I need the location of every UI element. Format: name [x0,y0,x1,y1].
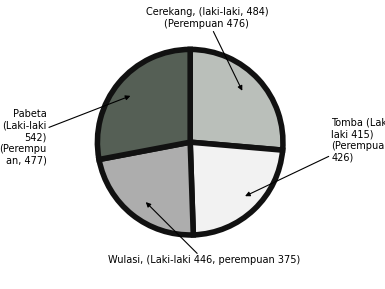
Text: Wulasi, (Laki-laki 446, perempuan 375): Wulasi, (Laki-laki 446, perempuan 375) [108,203,300,265]
Text: Pabeta
(Laki-laki
542)
(Perempu
an, 477): Pabeta (Laki-laki 542) (Perempu an, 477) [0,96,129,166]
Text: Cerekang, (laki-laki, 484)
(Perempuan 476): Cerekang, (laki-laki, 484) (Perempuan 47… [146,8,268,90]
Wedge shape [190,49,283,150]
Wedge shape [99,142,193,235]
Wedge shape [97,49,190,160]
Wedge shape [190,142,283,235]
Text: Tomba (Laki-
laki 415)
(Perempuan,
426): Tomba (Laki- laki 415) (Perempuan, 426) [246,118,385,196]
